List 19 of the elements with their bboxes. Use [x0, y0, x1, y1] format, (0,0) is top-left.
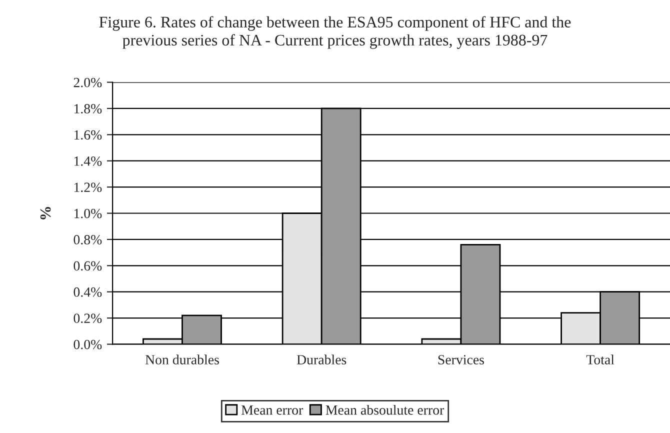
legend-label: Mean error: [241, 406, 304, 415]
x-tick-label: Non durables: [145, 354, 219, 364]
y-tick-label: 0.8%: [74, 235, 102, 244]
y-tick-label: 0.0%: [74, 340, 102, 350]
x-tick-label: Durables: [296, 354, 346, 364]
y-axis-title: %: [40, 207, 51, 220]
y-tick-label: 1.6%: [74, 130, 102, 140]
y-tick-label: 1.8%: [74, 104, 102, 114]
y-tick-label: 2.0%: [74, 78, 102, 88]
x-tick-label: Total: [586, 354, 614, 364]
y-tick-label: 0.2%: [74, 314, 102, 324]
y-tick-label: 1.4%: [74, 156, 102, 166]
chart-title: Figure 6. Rates of change between the ESA95 component of HFC and the previous series of NA - Current prices growth rates, years 1988-97: [99, 16, 571, 49]
x-tick-label: Services: [438, 355, 484, 364]
legend-label: Mean absoulute error: [326, 404, 444, 415]
y-tick-label: 0.6%: [74, 261, 102, 271]
y-tick-label: 1.2%: [74, 182, 102, 192]
y-tick-label: 1.0%: [74, 208, 102, 218]
y-tick-label: 0.4%: [74, 287, 102, 297]
